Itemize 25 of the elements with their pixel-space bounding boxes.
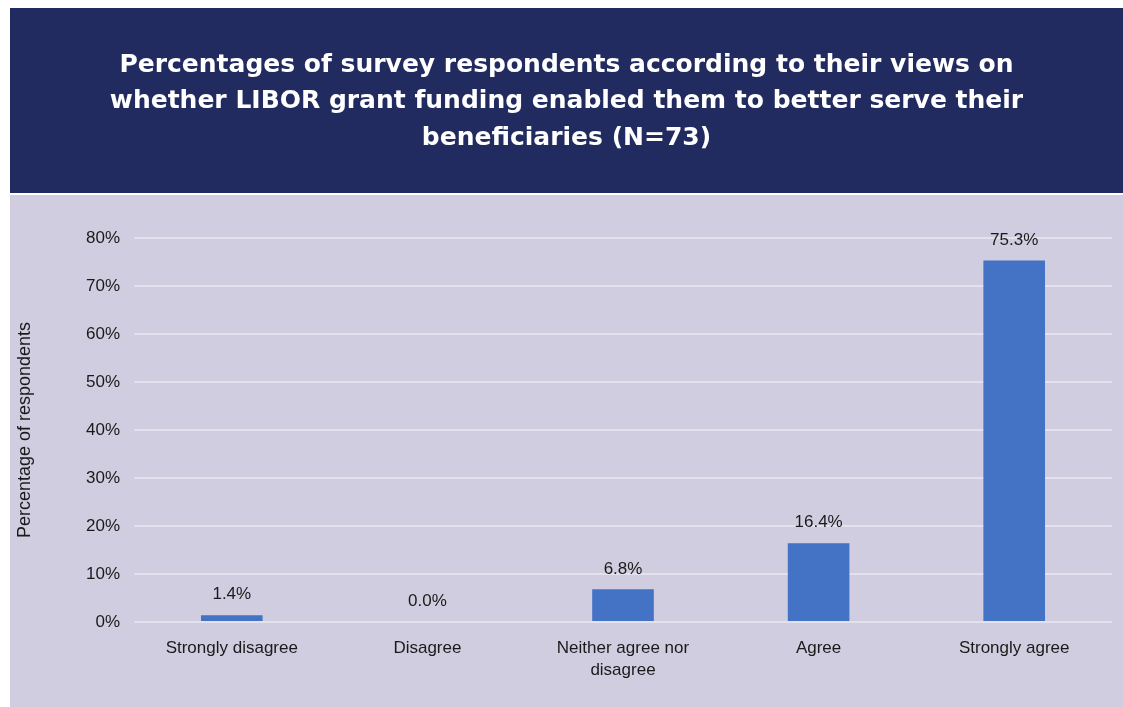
bar (983, 260, 1046, 621)
y-tick-label: 40% (85, 419, 120, 439)
y-tick-label: 70% (85, 275, 120, 295)
y-tick-label: 60% (85, 323, 120, 343)
data-label: 6.8% (603, 558, 643, 578)
x-tick-label: Disagree (393, 638, 462, 658)
x-tick-label: Agree (795, 638, 842, 658)
chart-title: Percentages of survey respondents according to their views on whether LIBOR grant funding enabled them to better serve their beneficiaries (N=73) (108, 48, 1025, 153)
data-label: 0.0% (408, 591, 447, 611)
y-tick-label: 80% (85, 227, 120, 247)
x-tick-label: Neither agree nor disagree (556, 638, 690, 679)
y-tick-label: 20% (85, 515, 120, 535)
y-axis-title: Percentage of respondents (13, 321, 34, 539)
data-label: 1.4% (212, 584, 252, 604)
bar (787, 543, 850, 621)
x-tick-label: Strongly agree (958, 638, 1070, 658)
y-tick-label: 0% (95, 611, 120, 631)
data-label: 16.4% (794, 512, 843, 532)
bar (200, 615, 263, 621)
y-tick-label: 30% (85, 467, 120, 487)
x-tick-label: Strongly disagree (165, 638, 298, 658)
data-label: 75.3% (990, 229, 1039, 249)
y-tick-label: 50% (85, 371, 120, 391)
bar (592, 589, 654, 621)
y-tick-label: 10% (85, 563, 120, 583)
